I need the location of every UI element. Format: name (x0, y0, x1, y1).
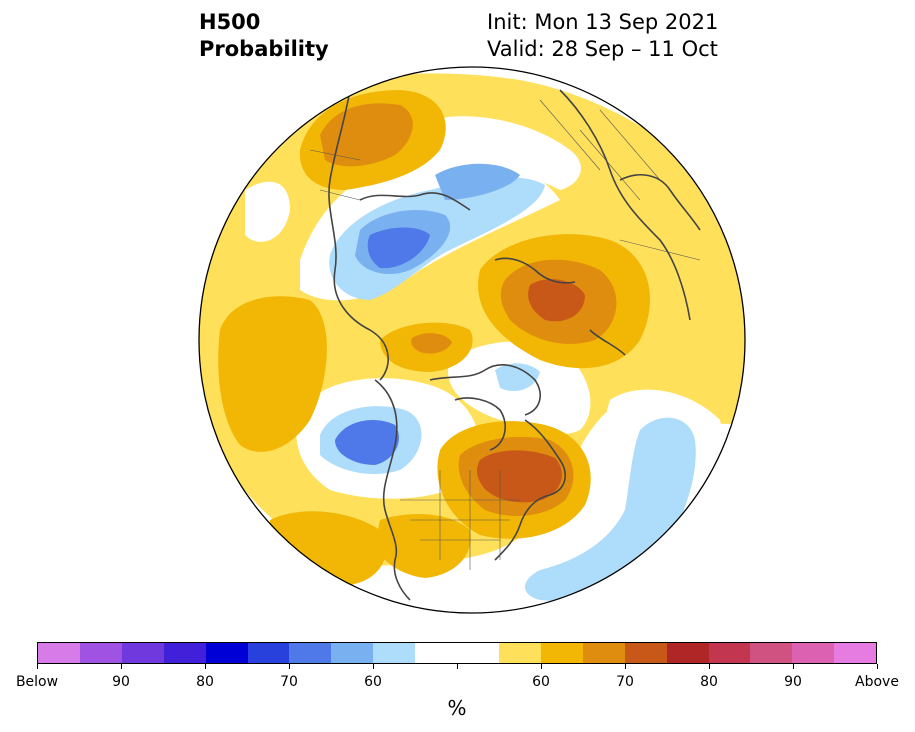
title-product: Probability (199, 37, 329, 61)
colorbar-cell (121, 643, 164, 663)
probability-field (199, 67, 745, 613)
colorbar-cell (331, 643, 374, 663)
colorbar-tick (708, 664, 710, 669)
colorbar-tick (372, 664, 374, 669)
coastlines (328, 89, 701, 601)
colorbar-tick-label: 90 (784, 674, 802, 690)
colorbar-cell (708, 643, 751, 663)
colorbar-cell (582, 643, 625, 663)
colorbar-tick-label: 90 (112, 674, 130, 690)
map-boundary (198, 66, 746, 614)
colorbar-tick-label: Below (15, 674, 59, 690)
colorbar-tick-label: 70 (280, 674, 298, 690)
colorbar (37, 642, 877, 664)
colorbar-tick-label: 60 (532, 674, 550, 690)
colorbar-tick (36, 664, 38, 669)
colorbar-cell (163, 643, 206, 663)
colorbar-tick-label: 80 (196, 674, 214, 690)
colorbar-cell (415, 643, 458, 663)
polar-map (198, 66, 746, 614)
colorbar-tick (624, 664, 626, 669)
title-right: Init: Mon 13 Sep 2021 Valid: 28 Sep – 11… (487, 9, 718, 63)
colorbar-cell (289, 643, 332, 663)
colorbar-cell (498, 643, 541, 663)
colorbar-tick (120, 664, 122, 669)
colorbar-tick-label: Above (855, 674, 899, 690)
valid-range: Valid: 28 Sep – 11 Oct (487, 37, 718, 61)
colorbar-cell (624, 643, 667, 663)
colorbar-tick (792, 664, 794, 669)
colorbar-cell (247, 643, 290, 663)
colorbar-cell (540, 643, 583, 663)
political-borders (309, 99, 701, 570)
colorbar-tick (204, 664, 206, 669)
colorbar-unit: % (447, 696, 467, 720)
colorbar-tick-label: 60 (364, 674, 382, 690)
colorbar-cell (666, 643, 709, 663)
colorbar-cell (834, 643, 877, 663)
colorbar-tick (540, 664, 542, 669)
colorbar-cell (79, 643, 122, 663)
title-left: H500 Probability (199, 9, 329, 63)
colorbar-tick (876, 664, 878, 669)
colorbar-tick-label: 80 (700, 674, 718, 690)
colorbar-cell (205, 643, 248, 663)
colorbar-tick-label: 70 (616, 674, 634, 690)
title-variable: H500 (199, 10, 261, 34)
colorbar-tick (456, 664, 458, 669)
colorbar-cell (457, 643, 499, 663)
colorbar-cell (373, 643, 416, 663)
init-date: Init: Mon 13 Sep 2021 (487, 10, 719, 34)
colorbar-cell (38, 643, 80, 663)
colorbar-cell (750, 643, 793, 663)
colorbar-cell (792, 643, 835, 663)
colorbar-tick (288, 664, 290, 669)
